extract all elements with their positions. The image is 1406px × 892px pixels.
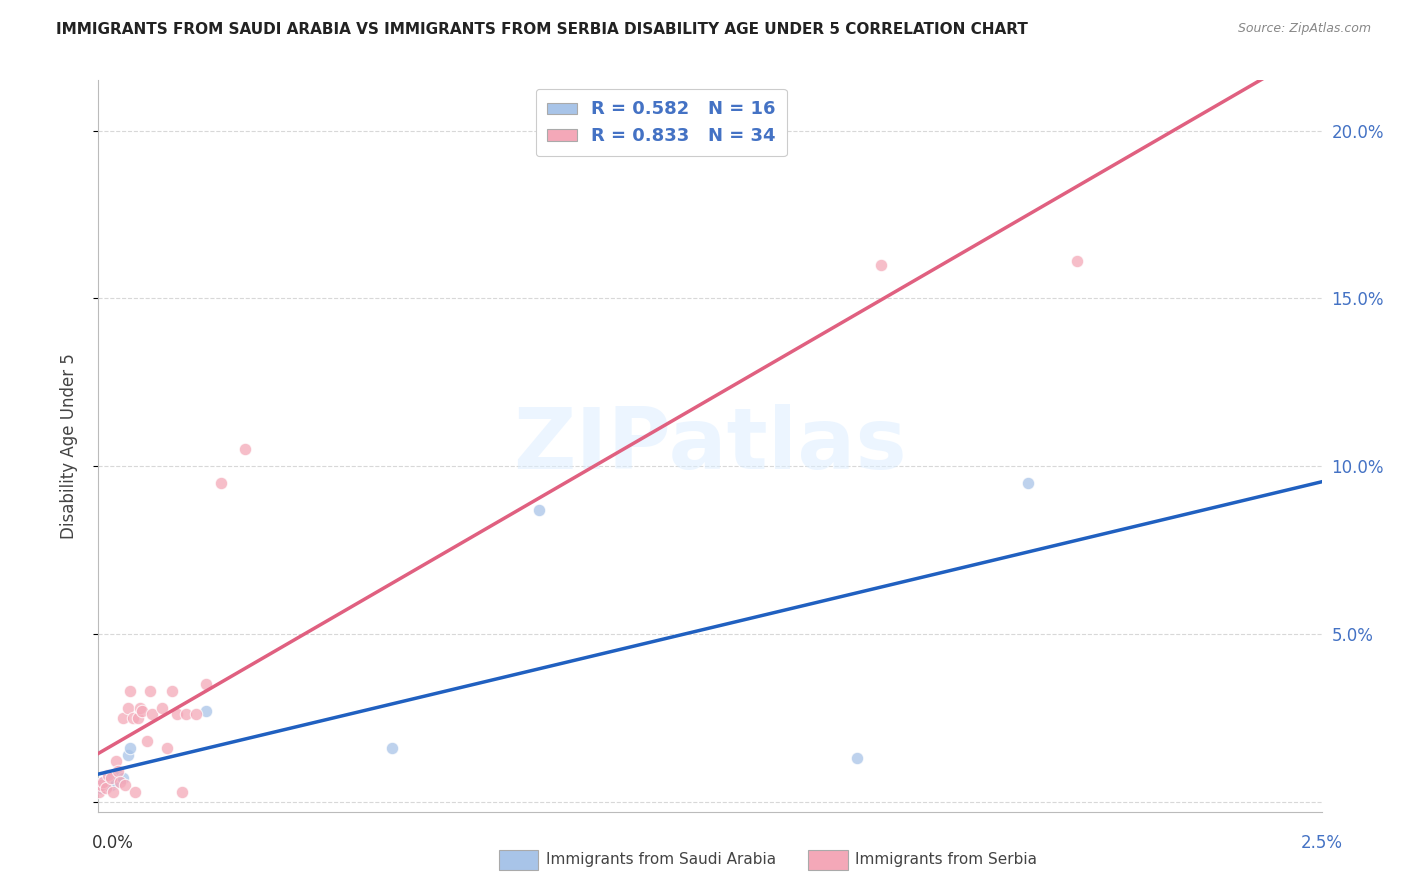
Point — [136, 734, 159, 748]
Point — [107, 764, 129, 779]
Point — [195, 677, 218, 691]
Point — [381, 741, 404, 756]
Point — [195, 704, 218, 718]
Point — [139, 684, 162, 698]
Point — [141, 707, 163, 722]
Point — [104, 755, 127, 769]
Point — [150, 700, 173, 714]
Point — [176, 707, 198, 722]
Point — [110, 774, 132, 789]
Point — [527, 502, 550, 516]
Point — [186, 707, 208, 722]
Point — [117, 747, 139, 762]
Point — [91, 774, 114, 789]
Point — [1017, 475, 1039, 490]
Text: Source: ZipAtlas.com: Source: ZipAtlas.com — [1237, 22, 1371, 36]
Text: ZIPatlas: ZIPatlas — [513, 404, 907, 488]
Point — [104, 774, 127, 789]
Point — [170, 784, 193, 798]
Point — [160, 684, 183, 698]
Point — [101, 784, 124, 798]
Point — [209, 475, 232, 490]
Point — [129, 700, 152, 714]
Text: Immigrants from Serbia: Immigrants from Serbia — [855, 853, 1036, 867]
Point — [156, 741, 179, 756]
Point — [91, 774, 114, 789]
Point — [127, 711, 149, 725]
Point — [100, 778, 122, 792]
Point — [97, 771, 120, 785]
Point — [870, 258, 893, 272]
Point — [124, 784, 146, 798]
Point — [90, 778, 112, 792]
Point — [111, 711, 134, 725]
Point — [166, 707, 188, 722]
Y-axis label: Disability Age Under 5: Disability Age Under 5 — [59, 353, 77, 539]
Legend: R = 0.582   N = 16, R = 0.833   N = 34: R = 0.582 N = 16, R = 0.833 N = 34 — [536, 88, 787, 156]
Text: Immigrants from Saudi Arabia: Immigrants from Saudi Arabia — [546, 853, 776, 867]
Text: 0.0%: 0.0% — [91, 834, 134, 852]
Point — [107, 768, 129, 782]
Point — [120, 684, 142, 698]
Point — [121, 711, 143, 725]
Point — [111, 771, 134, 785]
Point — [94, 778, 117, 792]
Point — [114, 778, 136, 792]
Point — [131, 704, 153, 718]
Point — [94, 781, 117, 796]
Point — [233, 442, 256, 457]
Text: 2.5%: 2.5% — [1301, 834, 1343, 852]
Point — [101, 768, 124, 782]
Point — [1066, 254, 1088, 268]
Point — [89, 784, 111, 798]
Point — [120, 741, 142, 756]
Point — [97, 768, 120, 782]
Point — [845, 751, 868, 765]
Point — [117, 700, 139, 714]
Point — [90, 781, 112, 796]
Point — [100, 771, 122, 785]
Text: IMMIGRANTS FROM SAUDI ARABIA VS IMMIGRANTS FROM SERBIA DISABILITY AGE UNDER 5 CO: IMMIGRANTS FROM SAUDI ARABIA VS IMMIGRAN… — [56, 22, 1028, 37]
